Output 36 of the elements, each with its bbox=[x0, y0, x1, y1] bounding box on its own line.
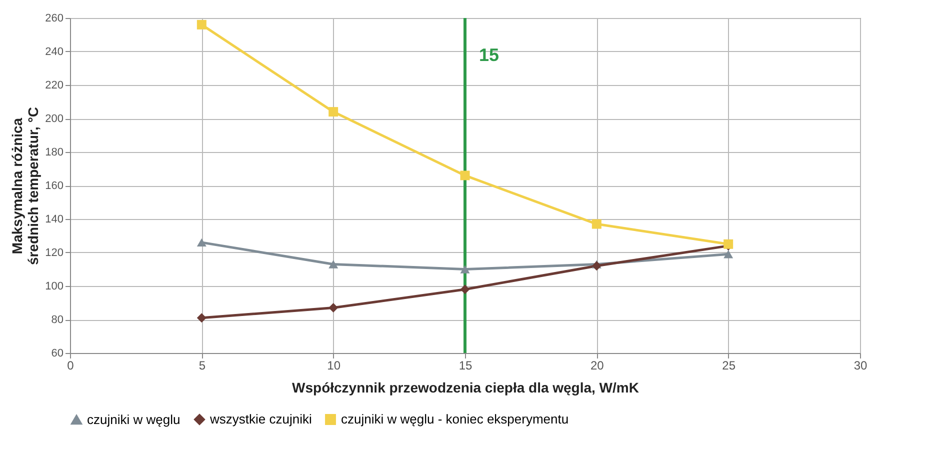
point bbox=[196, 313, 206, 323]
y-tick-label: 80 bbox=[51, 314, 64, 326]
y-tick-label: 160 bbox=[45, 180, 64, 192]
x-axis-title: Współczynnik przewodzenia ciepła dla węgla, W/mK bbox=[292, 380, 639, 396]
legend-label: wszystkie czujniki bbox=[209, 412, 312, 427]
point bbox=[460, 284, 470, 294]
y-tick-label: 140 bbox=[45, 214, 64, 226]
point bbox=[724, 250, 734, 258]
y-tick-label: 100 bbox=[45, 280, 64, 292]
point bbox=[460, 265, 470, 274]
point bbox=[592, 261, 602, 271]
x-tick-label: 15 bbox=[458, 358, 472, 372]
point bbox=[328, 107, 338, 117]
y-tick-label: 260 bbox=[45, 12, 64, 24]
y-axis-title: Maksymalna różnica średnich temperatur, °C bbox=[9, 106, 42, 266]
y-tick-label: 220 bbox=[45, 80, 64, 92]
point bbox=[460, 170, 470, 180]
x-tick-label: 20 bbox=[590, 358, 604, 372]
x-tick-label: 10 bbox=[327, 358, 341, 372]
x-tick-label: 5 bbox=[198, 358, 206, 372]
point bbox=[328, 303, 338, 313]
point bbox=[328, 260, 338, 268]
x-tick-label: 0 bbox=[67, 358, 74, 372]
y-tick-label: 180 bbox=[45, 146, 64, 158]
legend-label: czujniki w węglu bbox=[87, 412, 180, 427]
legend-label: czujniki w węglu - koniec eksperymentu bbox=[341, 412, 569, 427]
ref-line-label: 15 bbox=[479, 45, 500, 65]
y-tick-label: 240 bbox=[45, 46, 64, 58]
point bbox=[592, 219, 602, 229]
x-tick-label: 30 bbox=[854, 358, 868, 372]
point bbox=[196, 238, 206, 247]
y-tick-label: 200 bbox=[45, 113, 64, 125]
y-tick-label: 60 bbox=[51, 348, 64, 360]
point bbox=[196, 20, 206, 30]
y-tick-label: 120 bbox=[45, 247, 64, 259]
x-tick-label: 25 bbox=[722, 358, 736, 372]
